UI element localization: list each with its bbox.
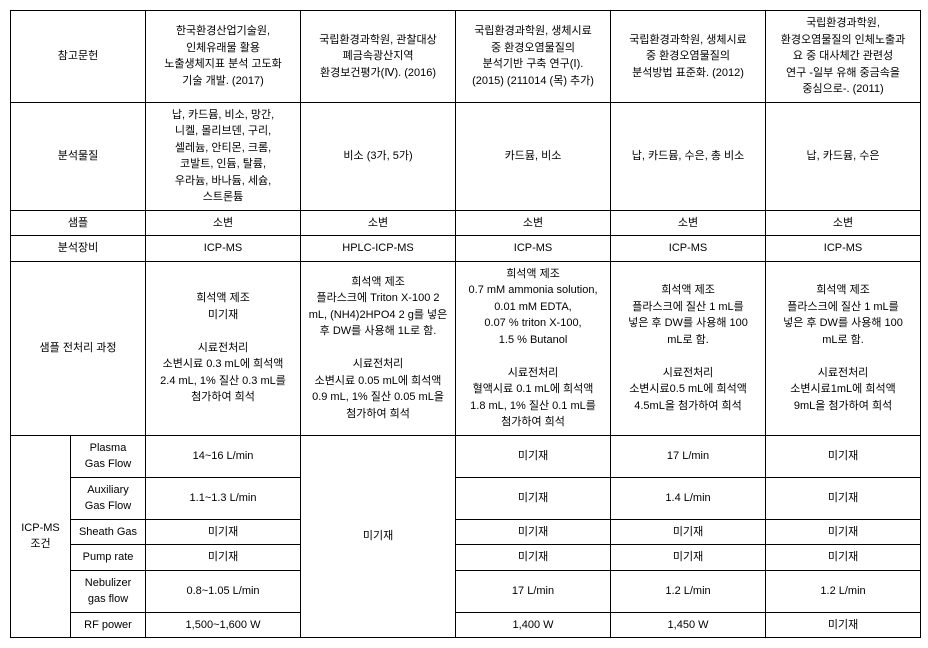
header-reference: 참고문헌 [11,11,146,103]
substance-c2: 비소 (3가, 5가) [301,102,456,210]
substance-c5: 납, 카드뮴, 수은 [766,102,921,210]
auxiliary-c4: 1.4 L/min [611,477,766,519]
pretreatment-c2: 희석액 제조 플라스크에 Triton X-100 2 mL, (NH4)2HP… [301,261,456,435]
pretreatment-c5: 희석액 제조 플라스크에 질산 1 mL를 넣은 후 DW를 사용해 100 m… [766,261,921,435]
equipment-c2: HPLC-ICP-MS [301,236,456,262]
header-icpms: ICP-MS 조건 [11,435,71,638]
equipment-c4: ICP-MS [611,236,766,262]
header-rfpower: RF power [71,612,146,638]
header-nebulizer: Nebulizer gas flow [71,570,146,612]
analysis-comparison-table: 참고문헌 한국환경산업기술원, 인체유래물 활용 노출생체지표 분석 고도화 기… [10,10,921,638]
nebulizer-c1: 0.8~1.05 L/min [146,570,301,612]
plasma-c3: 미기재 [456,435,611,477]
ref-c2: 국립환경과학원, 관찰대상 폐금속광산지역 환경보건평가(Ⅳ). (2016) [301,11,456,103]
header-equipment: 분석장비 [11,236,146,262]
ref-c3: 국립환경과학원, 생체시료 중 환경오염물질의 분석기반 구축 연구(Ⅰ). (… [456,11,611,103]
header-pump: Pump rate [71,545,146,571]
pump-c3: 미기재 [456,545,611,571]
sheath-c1: 미기재 [146,519,301,545]
nebulizer-c4: 1.2 L/min [611,570,766,612]
nebulizer-c5: 1.2 L/min [766,570,921,612]
pretreatment-c3: 희석액 제조 0.7 mM ammonia solution, 0.01 mM … [456,261,611,435]
substance-c4: 납, 카드뮴, 수은, 총 비소 [611,102,766,210]
plasma-c4: 17 L/min [611,435,766,477]
sample-c1: 소변 [146,210,301,236]
pretreatment-c4: 희석액 제조 플라스크에 질산 1 mL를 넣은 후 DW를 사용해 100 m… [611,261,766,435]
header-plasma: Plasma Gas Flow [71,435,146,477]
pump-c4: 미기재 [611,545,766,571]
sample-c2: 소변 [301,210,456,236]
equipment-c5: ICP-MS [766,236,921,262]
icpms-c2: 미기재 [301,435,456,638]
sheath-c5: 미기재 [766,519,921,545]
substance-c3: 카드뮴, 비소 [456,102,611,210]
ref-c5: 국립환경과학원, 환경오염물질의 인체노출과 요 중 대사체간 관련성 연구 -… [766,11,921,103]
auxiliary-c3: 미기재 [456,477,611,519]
pump-c5: 미기재 [766,545,921,571]
sample-c3: 소변 [456,210,611,236]
rfpower-c4: 1,450 W [611,612,766,638]
header-sheath: Sheath Gas [71,519,146,545]
header-sample: 샘플 [11,210,146,236]
nebulizer-c3: 17 L/min [456,570,611,612]
equipment-c3: ICP-MS [456,236,611,262]
ref-c4: 국립환경과학원, 생체시료 중 환경오염물질의 분석방법 표준화. (2012) [611,11,766,103]
plasma-c1: 14~16 L/min [146,435,301,477]
sample-c4: 소변 [611,210,766,236]
sample-c5: 소변 [766,210,921,236]
ref-c1: 한국환경산업기술원, 인체유래물 활용 노출생체지표 분석 고도화 기술 개발.… [146,11,301,103]
auxiliary-c5: 미기재 [766,477,921,519]
rfpower-c5: 미기재 [766,612,921,638]
rfpower-c1: 1,500~1,600 W [146,612,301,638]
plasma-c5: 미기재 [766,435,921,477]
header-pretreatment: 샘플 전처리 과정 [11,261,146,435]
equipment-c1: ICP-MS [146,236,301,262]
sheath-c4: 미기재 [611,519,766,545]
auxiliary-c1: 1.1~1.3 L/min [146,477,301,519]
sheath-c3: 미기재 [456,519,611,545]
pretreatment-c1: 희석액 제조 미기재 시료전처리 소변시료 0.3 mL에 희석액 2.4 mL… [146,261,301,435]
header-substance: 분석물질 [11,102,146,210]
substance-c1: 납, 카드뮴, 비소, 망간, 니켈, 몰리브덴, 구리, 셀레늄, 안티몬, … [146,102,301,210]
pump-c1: 미기재 [146,545,301,571]
header-auxiliary: Auxiliary Gas Flow [71,477,146,519]
rfpower-c3: 1,400 W [456,612,611,638]
